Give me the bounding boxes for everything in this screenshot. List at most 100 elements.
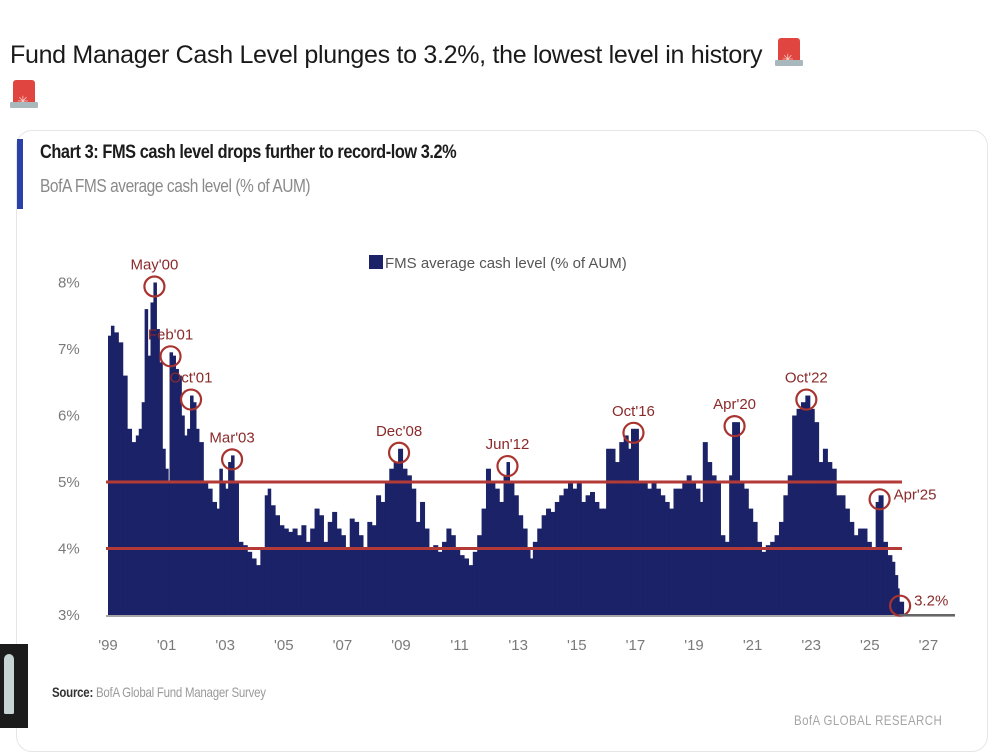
annotation-circle <box>795 388 818 411</box>
annotation-circle <box>179 388 203 411</box>
bar <box>332 511 338 615</box>
annotation-circle <box>868 488 891 511</box>
x-tick-label: '07 <box>333 637 353 654</box>
bar <box>376 495 382 615</box>
bar <box>677 488 683 615</box>
bar <box>118 342 124 615</box>
bar <box>424 528 430 615</box>
bar <box>472 551 478 615</box>
bar <box>858 528 864 615</box>
bar <box>894 575 899 615</box>
annotation-circle <box>622 421 645 444</box>
bar <box>610 448 616 615</box>
bar <box>336 528 342 615</box>
annotation-circle <box>220 448 244 471</box>
bar <box>292 528 298 615</box>
bar <box>420 501 426 615</box>
bar <box>732 422 736 615</box>
x-tick-label: '27 <box>919 637 939 654</box>
bar <box>318 515 324 615</box>
bar <box>882 541 888 615</box>
bar <box>162 448 166 615</box>
annotation-label: Jun'12 <box>486 436 530 453</box>
bar <box>647 488 653 615</box>
x-tick-label: '11 <box>450 637 468 654</box>
x-tick-label: '13 <box>508 637 528 654</box>
bar <box>735 422 741 615</box>
bar <box>887 555 893 615</box>
legend-swatch <box>369 255 383 269</box>
bar <box>699 501 704 615</box>
annotation-label: Oct'16 <box>612 403 655 420</box>
bar <box>169 352 174 615</box>
bar <box>752 521 758 615</box>
bar <box>437 551 443 615</box>
bar <box>669 508 675 615</box>
bar <box>897 588 900 615</box>
annotation-label: Feb'01 <box>148 326 193 343</box>
bar <box>228 462 232 615</box>
annotation-circle <box>723 415 746 438</box>
title-accent-bar <box>17 139 23 209</box>
y-tick-label: 7% <box>58 341 80 358</box>
bar <box>787 475 793 615</box>
legend: FMS average cash level (% of AUM) <box>369 255 627 272</box>
bar <box>513 495 519 615</box>
bar <box>522 528 528 615</box>
bar <box>190 395 194 615</box>
annotation-circle <box>496 454 519 478</box>
bar <box>323 541 329 615</box>
bar <box>770 541 776 615</box>
bar <box>499 501 505 615</box>
police-light-icon <box>10 80 38 123</box>
bar <box>871 548 877 615</box>
x-tick-label: '17 <box>626 637 646 654</box>
bar <box>267 488 272 615</box>
bar <box>275 515 281 615</box>
annotation-circle <box>387 441 411 464</box>
bar <box>792 415 798 615</box>
x-tick-label: '23 <box>801 637 821 654</box>
bar <box>485 468 491 615</box>
bar <box>301 525 307 615</box>
bar <box>349 518 355 615</box>
bar <box>891 561 896 615</box>
bar <box>255 565 261 615</box>
bar <box>550 511 556 615</box>
bar <box>831 468 837 615</box>
bar <box>572 488 578 615</box>
bar <box>198 442 204 615</box>
bar <box>345 548 351 615</box>
source-note: Source: BofA Global Fund Manager Survey <box>52 684 266 700</box>
bar <box>135 435 140 615</box>
annotation-label: Dec'08 <box>376 423 422 440</box>
bar <box>131 442 137 615</box>
bar <box>581 501 587 615</box>
bar <box>247 551 253 615</box>
source-label: Source: <box>52 684 94 700</box>
headline-text: Fund Manager Cash Level plunges to 3.2%,… <box>10 41 763 69</box>
bar <box>518 515 524 615</box>
video-thumbnail[interactable] <box>0 644 28 728</box>
bar <box>389 468 395 615</box>
bar <box>150 302 155 615</box>
bar <box>594 501 600 615</box>
bar <box>216 508 220 615</box>
bar <box>660 495 666 615</box>
bar <box>526 548 531 615</box>
bar <box>603 508 607 615</box>
bar <box>354 521 360 615</box>
bar <box>836 495 842 615</box>
bar <box>761 551 767 615</box>
bar <box>827 462 833 615</box>
bar <box>310 528 316 615</box>
annotation-circle <box>159 345 182 368</box>
bar <box>809 408 815 615</box>
bar <box>765 545 771 615</box>
bar <box>314 508 320 615</box>
x-tick-label: '05 <box>274 637 294 654</box>
bar <box>606 448 612 615</box>
bar <box>878 495 884 615</box>
bar <box>251 558 257 615</box>
bar <box>707 462 713 615</box>
